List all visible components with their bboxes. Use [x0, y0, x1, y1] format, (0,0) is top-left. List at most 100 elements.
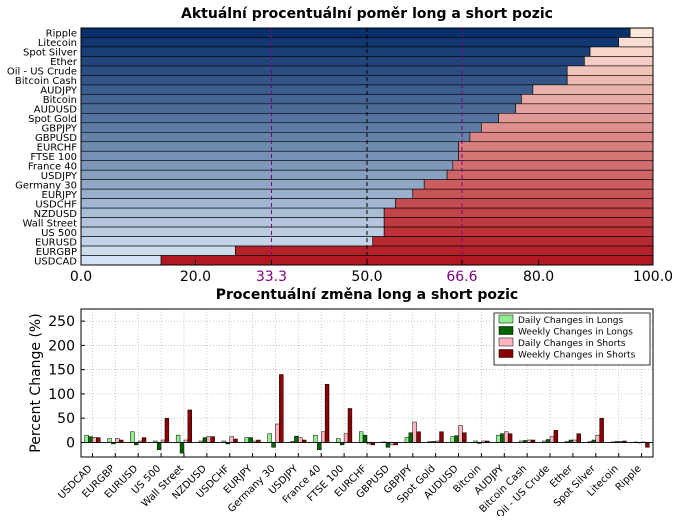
short-bar: [629, 27, 654, 38]
short-bar: [235, 245, 654, 256]
ratio-x-tick-label: 50.0: [351, 269, 382, 285]
change-bar: [404, 437, 410, 443]
change-y-tick-label: 250: [48, 314, 75, 330]
change-bar: [324, 383, 330, 443]
short-bar: [395, 198, 654, 209]
change-bar: [553, 430, 559, 443]
ratio-category-label: USDCAD: [34, 256, 77, 267]
legend-swatch: [498, 314, 514, 324]
ratio-category-label: USDJPY: [41, 171, 78, 182]
long-bar: [80, 75, 568, 86]
change-bar: [141, 437, 147, 443]
ratio-category-label: Spot Gold: [28, 114, 77, 125]
change-bar: [416, 431, 421, 443]
ratio-category-label: US 500: [41, 228, 77, 239]
ratio-category-label: Ether: [50, 57, 78, 68]
change-bar: [156, 442, 162, 450]
change-bar: [88, 436, 93, 443]
change-bar: [507, 433, 513, 443]
ratio-x-tick-label: 33.3: [256, 269, 287, 285]
ratio-category-label: Bitcoin: [43, 95, 77, 106]
long-bar: [80, 236, 374, 247]
short-bar: [589, 46, 654, 57]
change-bar: [645, 442, 650, 448]
ratio-category-label: EURCHF: [37, 143, 78, 154]
ratio-x-tick-label: 0.0: [70, 269, 92, 285]
change-bar: [313, 434, 318, 443]
change-bar: [462, 432, 467, 443]
long-bar: [80, 94, 522, 105]
change-bar: [244, 437, 249, 443]
long-bar: [80, 56, 585, 67]
long-bar: [80, 113, 499, 124]
change-bar: [576, 433, 581, 443]
change-bar: [336, 438, 341, 443]
legend-label: Weekly Changes in Longs: [518, 328, 633, 338]
short-bar: [383, 217, 654, 228]
short-bar: [372, 236, 654, 247]
change-bar: [271, 442, 276, 448]
short-bar: [498, 113, 654, 124]
change-bar: [233, 438, 238, 443]
long-bar: [80, 188, 414, 199]
change-bar: [96, 437, 101, 443]
ratio-x-tick-label: 100.0: [633, 269, 673, 285]
change-bar: [496, 434, 501, 443]
change-y-tick-label: 0: [66, 435, 75, 451]
change-bar: [595, 434, 600, 443]
long-bar: [80, 207, 385, 218]
ratio-category-label: FTSE 100: [30, 152, 77, 163]
change-bar: [92, 437, 97, 443]
legend-label: Daily Changes in Shorts: [518, 339, 626, 349]
short-bar: [618, 37, 654, 48]
legend-swatch: [498, 349, 514, 358]
change-bar: [545, 439, 551, 443]
short-bar: [446, 169, 654, 180]
ratio-category-label: EURGBP: [36, 247, 77, 258]
long-bar: [80, 27, 631, 38]
change-bar: [164, 417, 170, 443]
change-bar: [317, 442, 322, 450]
short-bar: [383, 207, 654, 218]
change-bar: [298, 437, 303, 443]
ratio-x-tick-label: 20.0: [180, 269, 211, 285]
change-chart-title: Procentuální změna long a short pozic: [216, 287, 518, 303]
short-bar: [521, 94, 654, 105]
long-bar: [80, 226, 385, 237]
ratio-category-label: GBPJPY: [41, 124, 77, 135]
change-bar: [408, 432, 414, 443]
change-bar: [439, 431, 444, 443]
short-bar: [458, 141, 654, 152]
change-bar: [549, 436, 555, 443]
ratio-category-label: USDCHF: [35, 199, 77, 210]
legend-label: Daily Changes in Longs: [518, 316, 623, 326]
long-bar: [80, 150, 459, 162]
ratio-category-label: EURJPY: [42, 190, 78, 201]
change-bar: [504, 431, 509, 443]
long-bar: [80, 217, 385, 228]
ratio-chart: Aktuální procentuální poměr long a short…: [7, 6, 673, 285]
change-bar: [458, 425, 463, 443]
change-bar: [412, 421, 417, 443]
change-bar: [115, 438, 120, 443]
change-bar: [454, 435, 459, 443]
change-bar: [248, 437, 253, 443]
change-bar: [362, 434, 368, 443]
long-bar: [80, 141, 459, 152]
short-bar: [532, 84, 654, 95]
change-bar: [202, 437, 208, 443]
long-bar: [80, 198, 396, 209]
change-bar: [358, 431, 364, 443]
long-bar: [80, 160, 454, 171]
short-bar: [383, 226, 654, 237]
change-bar: [187, 409, 192, 443]
change-bar: [294, 435, 299, 443]
change-bar: [179, 442, 185, 454]
change-bar: [279, 374, 284, 443]
legend-swatch: [498, 326, 514, 335]
ratio-category-label: AUDUSD: [34, 105, 78, 116]
short-bar: [566, 65, 654, 76]
long-bar: [80, 65, 568, 76]
ratio-category-label: France 40: [28, 161, 77, 172]
